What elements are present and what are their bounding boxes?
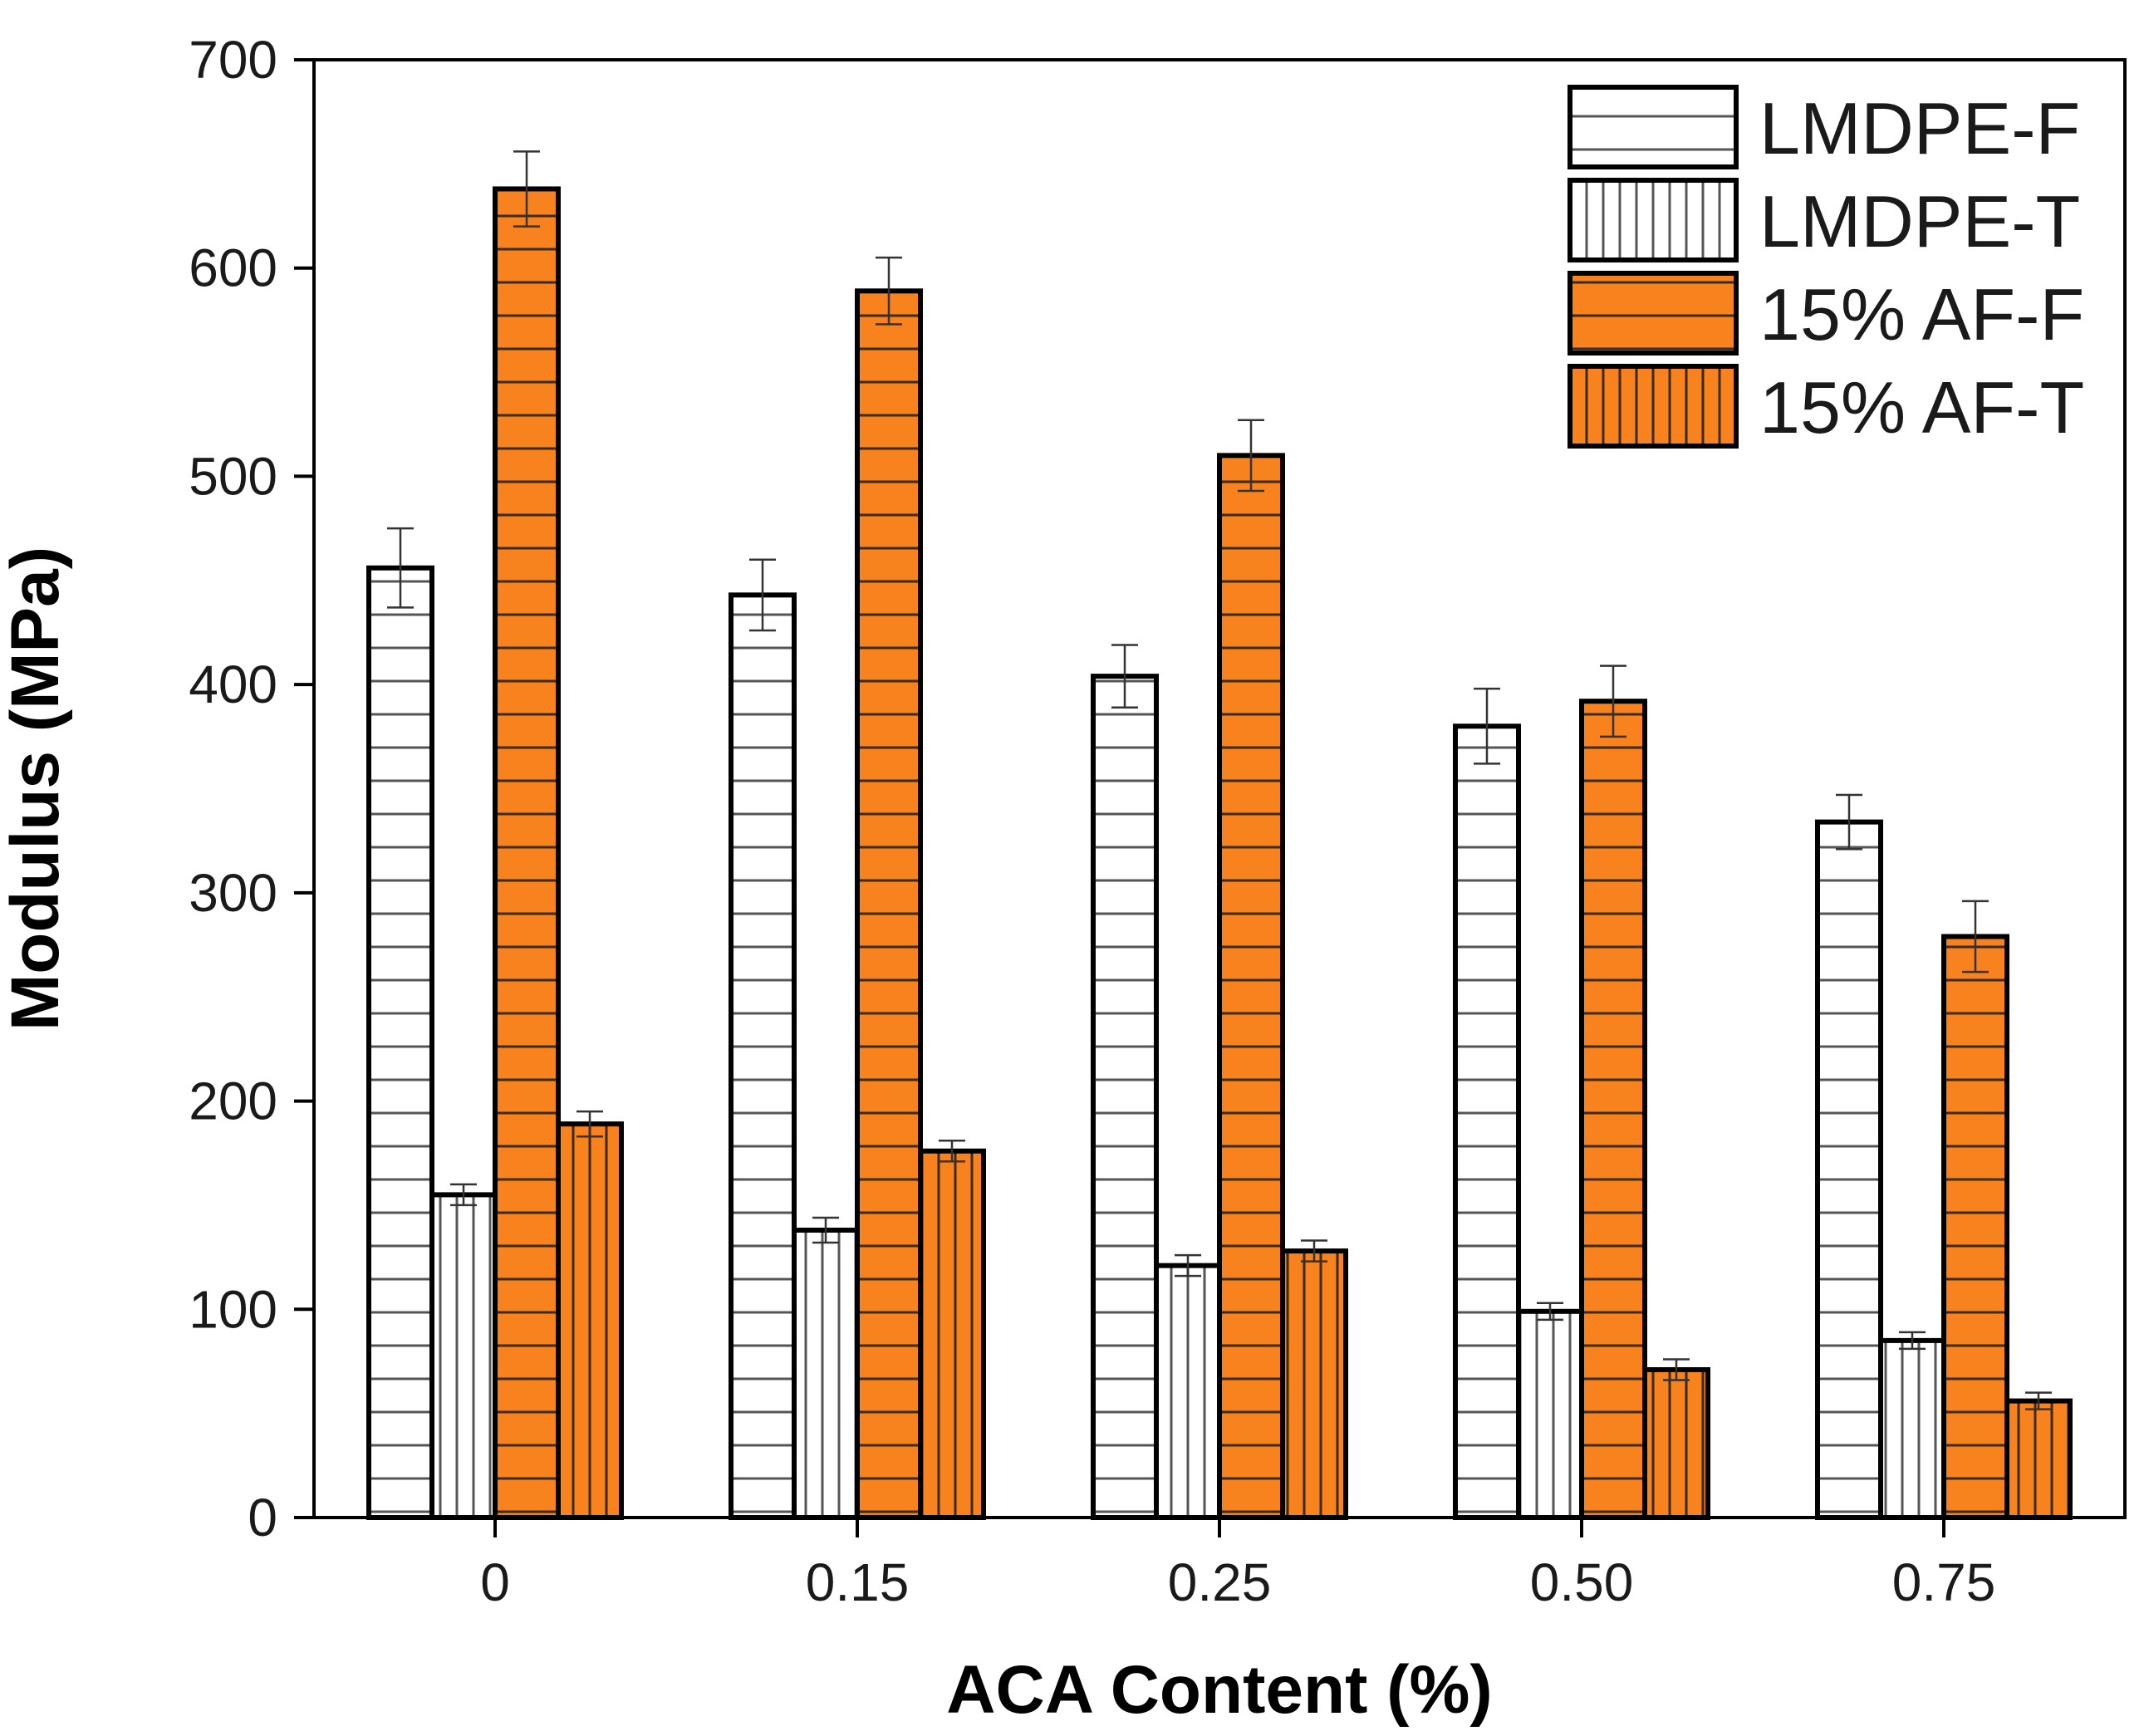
legend-label: LMDPE-F — [1759, 87, 2080, 169]
error-bar — [1238, 419, 1264, 493]
x-tick-label: 0.25 — [1168, 1552, 1272, 1612]
legend-label: 15% AF-F — [1759, 273, 2084, 356]
error-bar — [939, 1139, 965, 1163]
x-axis: 0 0.15 0.25 0.50 0.75 — [480, 1518, 1995, 1612]
legend-item: 15% AF-T — [1568, 364, 2084, 449]
y-tick-label: 500 — [189, 446, 277, 506]
bar-15-af-t-0-25 — [1280, 1248, 1348, 1520]
bar-lmdpe-f-0-75 — [1815, 819, 1883, 1520]
error-bar — [1836, 793, 1862, 851]
y-tick-label: 700 — [189, 30, 277, 90]
error-bar — [513, 150, 540, 228]
legend-label: 15% AF-T — [1759, 366, 2084, 449]
legend: LMDPE-F LMDPE-T 15% AF-F 15% AF-T — [1568, 85, 2084, 449]
error-bar — [1111, 644, 1138, 709]
legend-swatch — [1568, 85, 1739, 169]
legend-swatch — [1568, 271, 1739, 356]
x-tick-label: 0.50 — [1530, 1552, 1634, 1612]
bar-15-af-f-0-25 — [1217, 453, 1285, 1520]
bar-lmdpe-f-0-15 — [729, 592, 797, 1520]
error-bar — [1474, 687, 1500, 765]
bar-15-af-t-0-50 — [1642, 1366, 1710, 1520]
bar-lmdpe-f-0-25 — [1091, 674, 1159, 1520]
x-axis-title: ACA Content (%) — [946, 1652, 1492, 1728]
error-bar — [2025, 1391, 2052, 1410]
bar-15-af-f-0-75 — [1941, 934, 2009, 1521]
bar-lmdpe-t-0-25 — [1154, 1263, 1222, 1521]
bar-15-af-f-0 — [493, 186, 561, 1520]
bar-15-af-f-0-50 — [1579, 699, 1647, 1520]
y-tick-label: 600 — [189, 238, 277, 298]
error-bar — [749, 558, 776, 632]
error-bar — [1301, 1239, 1327, 1263]
y-tick-label: 100 — [189, 1279, 277, 1339]
y-axis-title: Modulus (MPa) — [0, 547, 73, 1031]
error-bar — [387, 527, 414, 609]
error-bar — [450, 1183, 477, 1207]
legend-swatch — [1568, 364, 1739, 449]
legend-item: LMDPE-F — [1568, 85, 2080, 169]
bar-lmdpe-t-0-75 — [1878, 1337, 1946, 1520]
error-bar — [576, 1110, 603, 1138]
y-tick-label: 200 — [189, 1072, 277, 1131]
legend-label: LMDPE-T — [1759, 180, 2080, 262]
error-bar — [1962, 900, 1989, 973]
error-bar — [1663, 1358, 1690, 1381]
error-bar — [876, 256, 902, 326]
error-bar — [812, 1216, 839, 1244]
bar-lmdpe-f-0-50 — [1453, 723, 1521, 1520]
bar-lmdpe-t-0 — [429, 1192, 498, 1520]
x-tick-label: 0 — [480, 1552, 510, 1612]
error-bars-layer — [387, 150, 2052, 1410]
error-bar — [1537, 1302, 1563, 1322]
bar-15-af-f-0-15 — [855, 288, 923, 1520]
y-axis: 0 100 200 300 400 500 600 700 — [189, 30, 314, 1547]
x-tick-label: 0.75 — [1892, 1552, 1996, 1612]
bar-15-af-t-0-15 — [918, 1148, 986, 1520]
bar-lmdpe-t-0-15 — [792, 1228, 860, 1520]
bar-lmdpe-f-0 — [366, 565, 434, 1521]
y-tick-label: 0 — [248, 1488, 277, 1547]
bar-15-af-t-0 — [556, 1121, 624, 1521]
x-tick-label: 0.15 — [806, 1552, 910, 1612]
legend-item: LMDPE-T — [1568, 178, 2080, 262]
bar-15-af-t-0-75 — [2004, 1398, 2073, 1520]
error-bar — [1600, 664, 1626, 738]
legend-swatch — [1568, 178, 1739, 262]
error-bar — [1175, 1253, 1201, 1277]
legend-item: 15% AF-F — [1568, 271, 2084, 356]
y-tick-label: 400 — [189, 655, 277, 714]
error-bar — [1899, 1331, 1926, 1351]
y-tick-label: 300 — [189, 863, 277, 923]
bar-lmdpe-t-0-50 — [1516, 1308, 1584, 1520]
